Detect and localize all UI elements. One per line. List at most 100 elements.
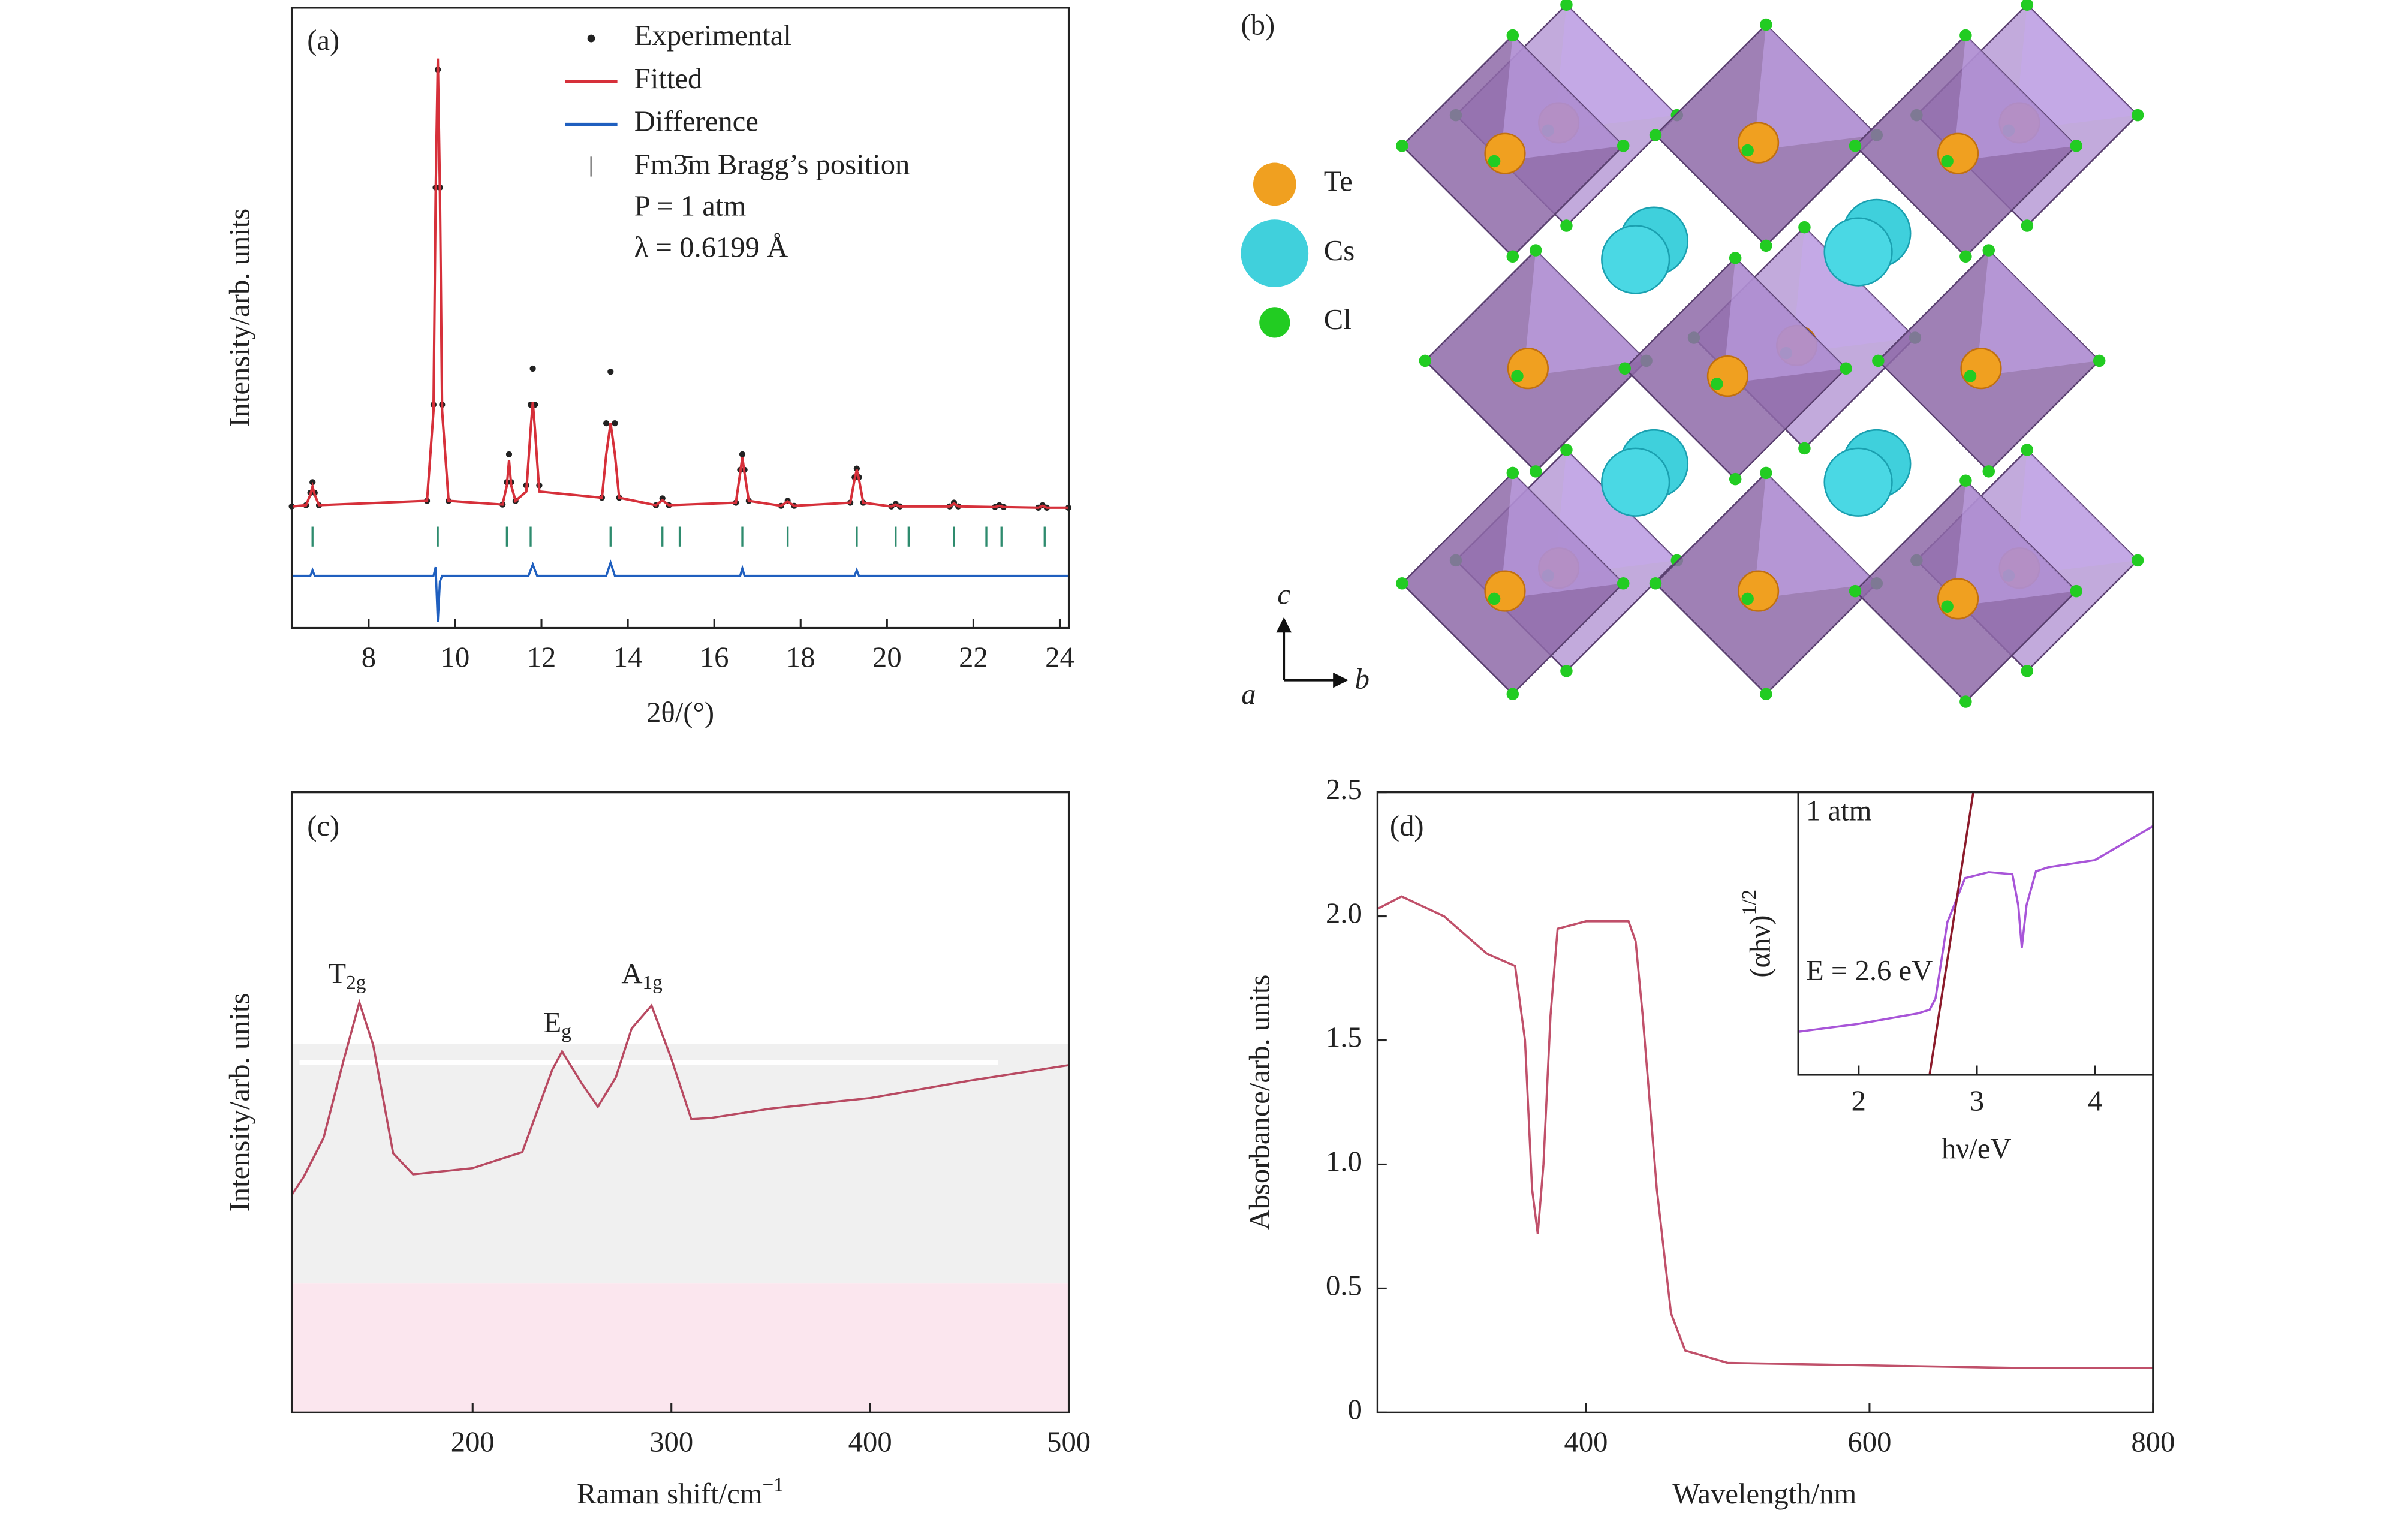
plot-frame [1376,791,2154,1414]
y-tick-label: 2.0 [1326,897,1362,930]
x-tick-label: 16 [700,641,729,674]
octahedron-face [2015,4,2138,131]
cl-atom [1560,444,1573,456]
cl-atom [1729,472,1742,486]
cl-atom [2070,140,2083,152]
octahedron-face [1753,25,1877,151]
cl-atom [2021,219,2034,232]
x-axis-label: 2θ/(°) [646,697,714,729]
x-tick-label: 22 [959,641,988,674]
cl-atom [1618,362,1632,375]
cl-atom [1964,370,1977,382]
y-axis-label-sup: 1/2 [1738,890,1760,915]
te-atom [1484,132,1526,174]
data-point [529,365,536,372]
cl-atom [1506,688,1519,700]
cl-atom [1529,465,1542,478]
peak-label-sub: g [561,1020,571,1042]
y-tick-label: 2.5 [1326,773,1362,806]
data-point [612,420,618,427]
cl-atom [1941,600,1954,613]
cl-atom [1760,688,1772,700]
cl-atom [1741,144,1754,157]
cl-atom [1959,250,1972,263]
cl-atom [1849,584,1862,598]
peak-label-sub: 2g [346,971,366,993]
te-atom [1484,570,1526,612]
cl-atom [1711,378,1723,390]
cl-atom [1488,155,1501,168]
x-tick-label: 18 [786,641,815,674]
annotation: 1 atm [1806,795,1872,827]
legend-label: Experimental [634,19,791,52]
arrow-head [1333,672,1349,688]
atom-legend-marker [1259,307,1290,338]
x-tick-label: 400 [1564,1425,1608,1458]
y-tick-label: 0.5 [1326,1270,1362,1302]
x-axis-label: Raman shift/cm−1 [577,1473,784,1510]
octahedron-face [2015,450,2138,576]
y-axis-label: Absorbance/arb. units [1243,974,1275,1230]
y-axis-label: (αhν)1/2 [1738,890,1776,978]
data-line [1928,792,1974,1075]
x-tick-label: 500 [1047,1425,1091,1458]
peak-label: T2g [328,957,366,993]
x-tick-label: 600 [1847,1425,1891,1458]
cl-atom [1729,252,1742,264]
atom-legend-marker [1241,219,1309,287]
cl-atom [1506,466,1519,480]
axis-name: a [1241,678,1256,710]
cl-atom [1798,442,1811,455]
annotation: P = 1 atm [634,190,747,222]
cl-atom [1560,219,1573,232]
data-point [603,420,610,427]
peak-label-main: T [328,957,346,990]
x-axis-label: Wavelength/nm [1672,1478,1856,1510]
te-atom [1738,122,1780,164]
legend-label: Difference [634,106,758,138]
data-point [505,451,513,457]
cl-atom [1529,244,1542,257]
x-tick-label: 4 [2088,1085,2102,1117]
data-line [291,559,1068,622]
legend-label: Fm3̄m Bragg’s position [634,148,910,180]
cl-atom [1560,0,1573,11]
y-tick-label: 1.0 [1326,1146,1362,1178]
cl-atom [2070,584,2083,598]
cl-atom [1798,221,1811,234]
x-axis-label-text: Raman shift/cm [577,1478,763,1510]
cl-atom [1849,140,1862,152]
cl-atom [2021,665,2034,677]
y-tick-label: 1.5 [1326,1021,1362,1054]
annotation: λ = 0.6199 Å [634,231,788,264]
octahedron-face [1500,472,1624,599]
peak-label-main: A [621,957,642,990]
cs-atom [1823,447,1893,517]
x-axis-label-sup: −1 [763,1473,784,1496]
plot-frame [1797,791,2154,1076]
y-axis-label-text: Absorbance/arb. units [1243,974,1275,1230]
octahedron-face [1953,480,2076,607]
data-point [607,369,614,375]
data-point [853,465,860,472]
data-line [291,58,1068,509]
te-atom [1738,570,1780,612]
octahedron-face [1554,4,1677,131]
te-atom [1937,578,1979,620]
cl-atom [1506,250,1519,263]
x-tick-label: 8 [362,641,376,674]
atom-legend-marker [1253,162,1296,206]
x-tick-label: 2 [1852,1085,1866,1117]
axis-name: b [1355,662,1369,695]
cl-atom [2021,0,2034,11]
x-tick-label: 300 [649,1425,693,1458]
x-axis-label: hν/eV [1942,1132,2012,1165]
cl-atom [1982,465,1995,478]
cl-atom [2131,109,2144,122]
x-axis-label-text: 2θ/(°) [646,697,714,729]
cl-atom [1419,354,1432,367]
peak-label-main: E [544,1006,562,1039]
x-tick-label: 24 [1045,641,1074,674]
cl-atom [1941,155,1954,168]
octahedron-face [1976,250,2100,376]
